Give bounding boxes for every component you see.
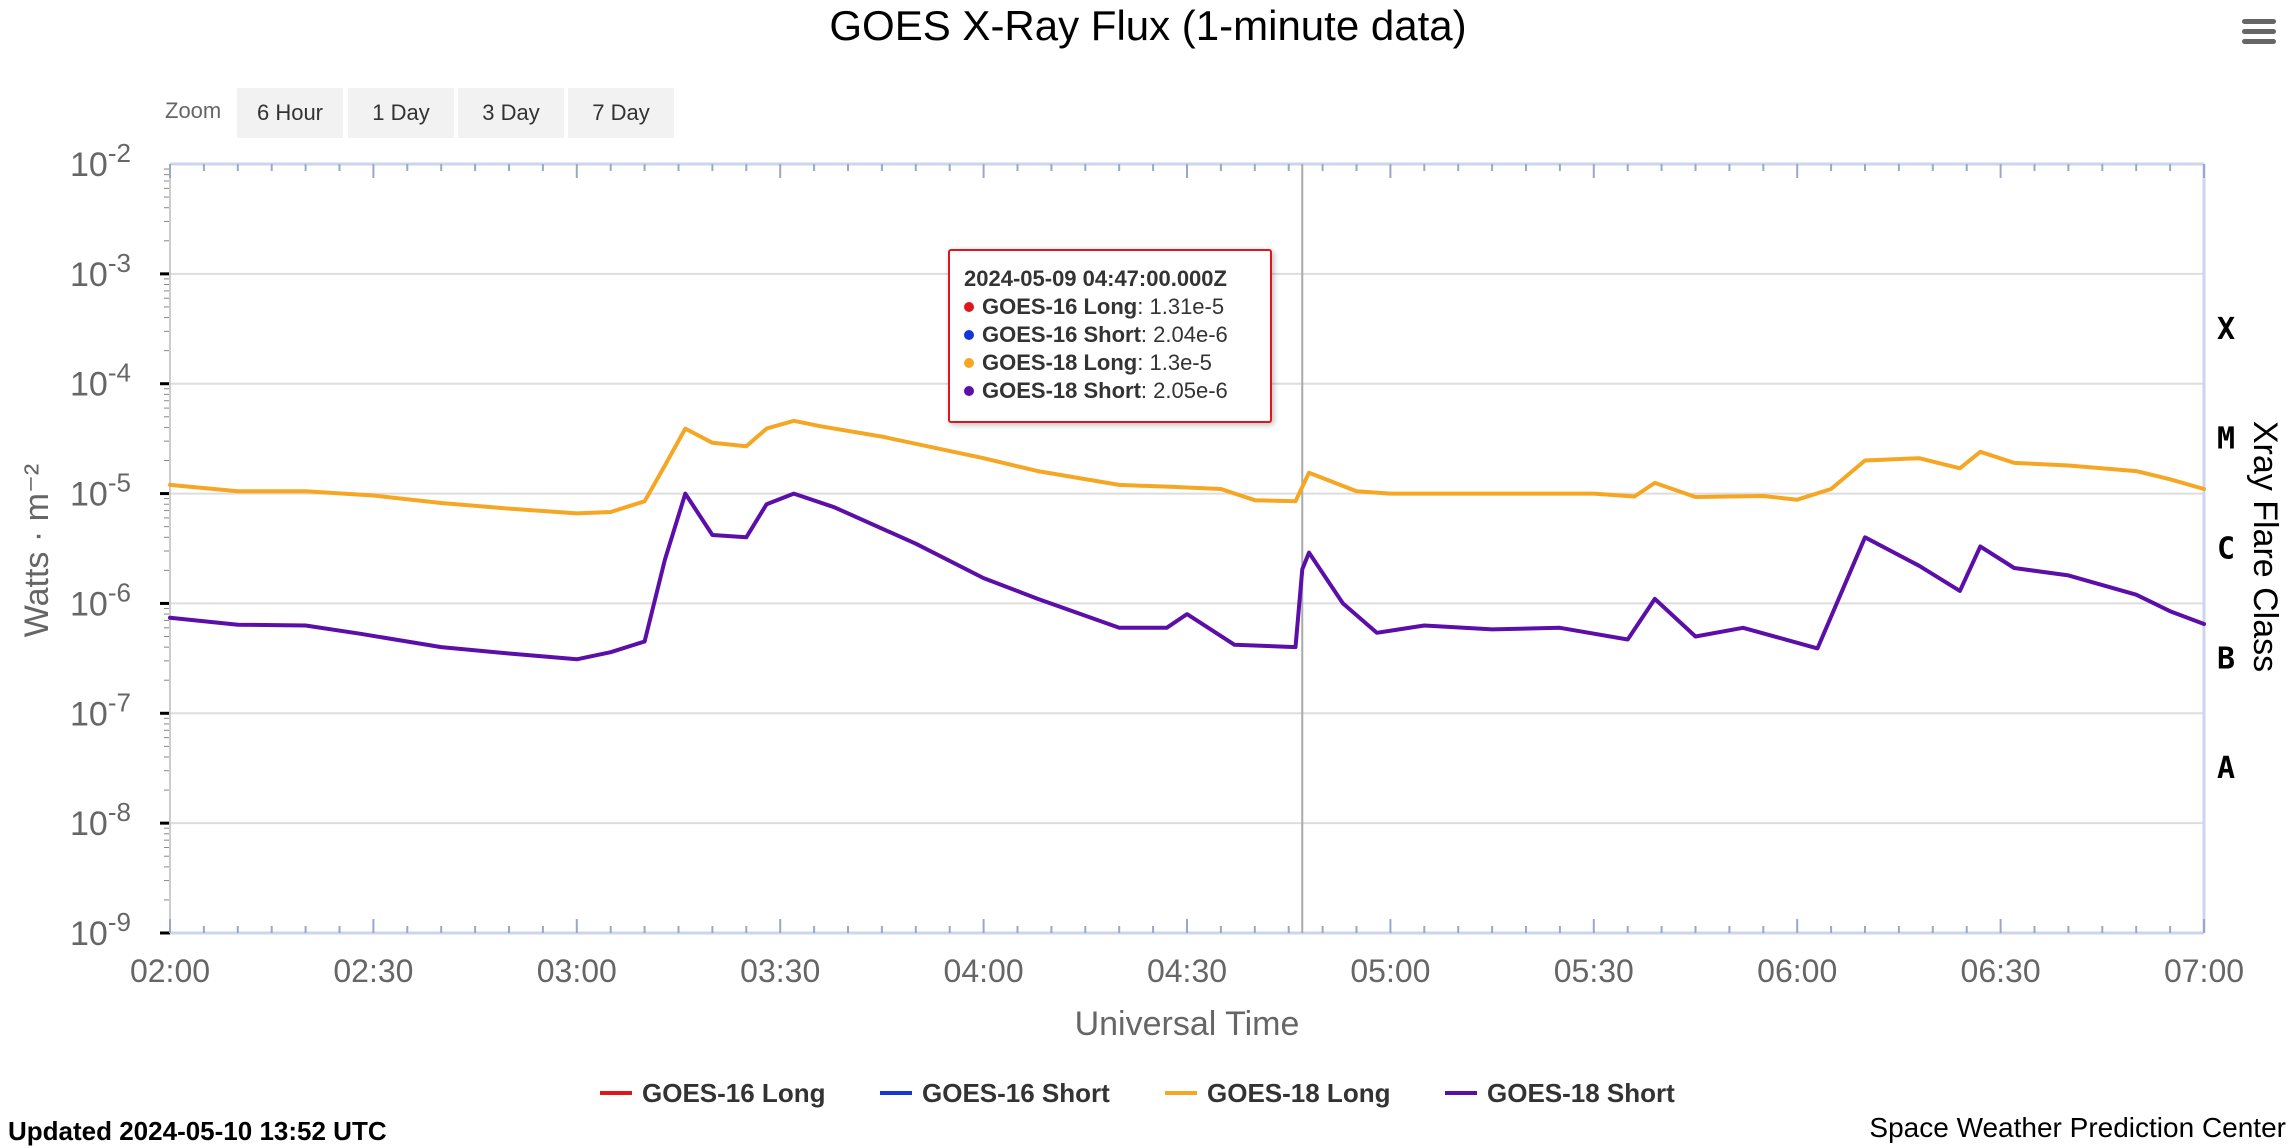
zoom-7-day-button[interactable]: 7 Day (568, 88, 674, 138)
legend-label: GOES-18 Long (1207, 1078, 1391, 1108)
updated-timestamp: Updated 2024-05-10 13:52 UTC (8, 1116, 387, 1146)
y-tick-label: 10-2 (70, 138, 131, 184)
source-credit[interactable]: Space Weather Prediction Center (1869, 1112, 2286, 1143)
y-axis-title: Watts · m⁻² (18, 464, 56, 637)
legend-swatch-icon (880, 1091, 912, 1095)
y-tick-label: 10-6 (70, 577, 131, 623)
series-dot-icon (964, 386, 974, 396)
x-tick-label: 04:30 (1147, 953, 1227, 989)
tooltip-series-name: GOES-16 Short (982, 322, 1141, 347)
tooltip-series-name: GOES-18 Long (982, 350, 1138, 375)
legend-item-goes16-long[interactable]: GOES-16 Long (600, 1078, 825, 1109)
right-axis-title: Xray Flare Class (2246, 421, 2284, 672)
x-tick-label: 05:00 (1350, 953, 1430, 989)
flare-class-label: X (2217, 312, 2235, 347)
legend-item-goes16-short[interactable]: GOES-16 Short (880, 1078, 1110, 1109)
flare-class-label: A (2217, 751, 2235, 786)
legend-label: GOES-18 Short (1487, 1078, 1675, 1108)
x-axis-title: Universal Time (1075, 1005, 1300, 1043)
tooltip: 2024-05-09 04:47:00.000Z GOES-16 Long: 1… (948, 249, 1272, 423)
legend-label: GOES-16 Short (922, 1078, 1110, 1108)
series-line-goes-18-long (168, 418, 2206, 516)
x-tick-label: 02:00 (130, 953, 210, 989)
x-tick-label: 03:00 (537, 953, 617, 989)
y-tick-label: 10-8 (70, 797, 131, 843)
zoom-1-day-button[interactable]: 1 Day (348, 88, 454, 138)
tooltip-row: GOES-18 Short: 2.05e-6 (964, 378, 1228, 404)
legend-item-goes18-long[interactable]: GOES-18 Long (1165, 1078, 1390, 1109)
x-tick-label: 07:00 (2164, 953, 2244, 989)
tooltip-row: GOES-18 Long: 1.3e-5 (964, 350, 1212, 376)
flare-class-label: C (2217, 532, 2235, 567)
y-tick-label: 10-7 (70, 687, 131, 733)
tooltip-series-name: GOES-18 Short (982, 378, 1141, 403)
x-tick-label: 06:00 (1757, 953, 1837, 989)
x-tick-label: 06:30 (1961, 953, 2041, 989)
x-tick-label: 05:30 (1554, 953, 1634, 989)
series-dot-icon (964, 302, 974, 312)
tooltip-value: 1.31e-5 (1149, 294, 1225, 319)
x-tick-label: 03:30 (740, 953, 820, 989)
x-tick-label: 02:30 (333, 953, 413, 989)
zoom-6-hour-button[interactable]: 6 Hour (237, 88, 343, 138)
tooltip-value: 2.04e-6 (1153, 322, 1228, 347)
y-tick-label: 10-3 (70, 248, 131, 294)
tooltip-value: 1.3e-5 (1149, 350, 1212, 375)
legend-swatch-icon (1165, 1091, 1197, 1095)
legend-swatch-icon (600, 1091, 632, 1095)
flare-class-label: B (2217, 641, 2235, 676)
hamburger-menu-icon[interactable] (2240, 14, 2278, 50)
legend-swatch-icon (1445, 1091, 1477, 1095)
y-tick-label: 10-4 (70, 358, 131, 404)
tooltip-series-name: GOES-16 Long (982, 294, 1138, 319)
series-dot-icon (964, 358, 974, 368)
chart-title: GOES X-Ray Flux (1-minute data) (829, 2, 1466, 49)
legend-item-goes18-short[interactable]: GOES-18 Short (1445, 1078, 1675, 1109)
tooltip-value: 2.05e-6 (1153, 378, 1228, 403)
series-line-goes-18-short (168, 491, 2206, 662)
tooltip-row: GOES-16 Long: 1.31e-5 (964, 294, 1224, 320)
y-tick-label: 10-9 (70, 907, 131, 953)
tooltip-title: 2024-05-09 04:47:00.000Z (964, 266, 1227, 291)
flare-class-label: M (2217, 422, 2235, 457)
x-tick-label: 04:00 (944, 953, 1024, 989)
series-dot-icon (964, 330, 974, 340)
tooltip-row: GOES-16 Short: 2.04e-6 (964, 322, 1228, 348)
zoom-label: Zoom (165, 98, 222, 123)
zoom-3-day-button[interactable]: 3 Day (458, 88, 564, 138)
legend-label: GOES-16 Long (642, 1078, 826, 1108)
y-tick-label: 10-5 (70, 468, 131, 514)
